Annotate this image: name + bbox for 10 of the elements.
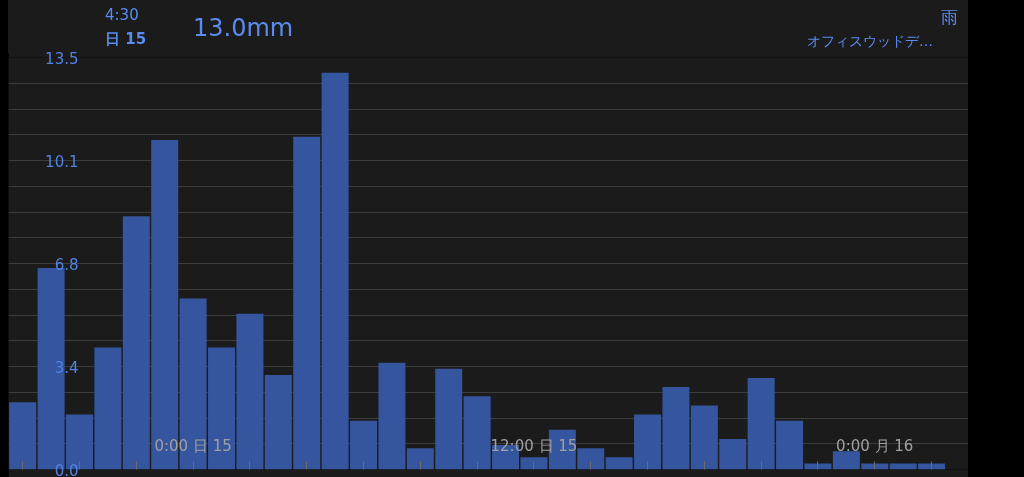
y-tick-label: 6.8 (54, 255, 79, 274)
text: 13.0mm (193, 14, 294, 42)
bar (9, 402, 37, 470)
chart-subtitle: オフィスウッドデ… (807, 33, 933, 49)
y-tick-label: 13.5 (45, 49, 79, 68)
text: 4:30 (105, 6, 139, 24)
chart-title: 雨 (941, 7, 958, 27)
text: 日 15 (105, 30, 147, 48)
y-tick-label: 10.1 (45, 152, 79, 171)
x-tick-label: 0:00 月 16 (836, 436, 914, 455)
